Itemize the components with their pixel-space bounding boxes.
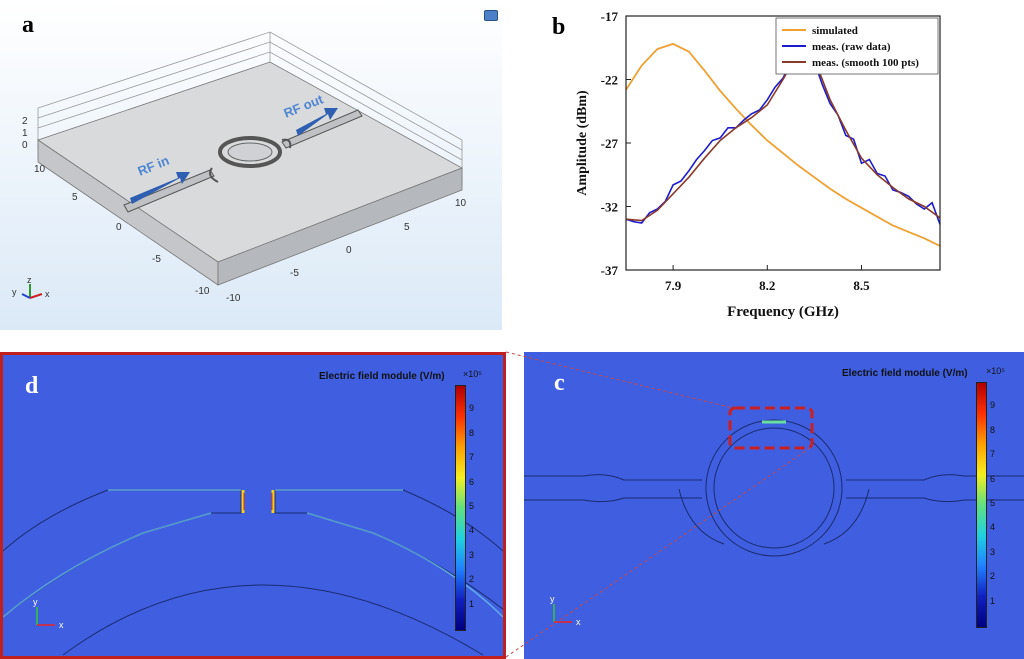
y-tick-label: -17 <box>601 9 619 24</box>
panel-c: c y x Electric field module (V/m) ×10⁵ 9… <box>524 352 1024 659</box>
3d-model-view: 2 1 0 10 5 0 -5 -10 10 5 0 -5 -10 RF in … <box>12 31 467 304</box>
legend-entry: simulated <box>812 25 858 37</box>
colorbar-tick-label: 5 <box>469 501 475 511</box>
colorbar <box>455 385 466 631</box>
colorbar-tick-label: 7 <box>990 449 996 460</box>
colorbar <box>976 382 987 628</box>
colorbar-tick-label: 5 <box>990 498 996 508</box>
svg-text:x: x <box>45 289 50 299</box>
colorbar-tick-label: 3 <box>469 549 475 560</box>
panel-d-label: d <box>25 373 39 399</box>
panel-d: d y x Electric field module (V/m) ×10⁵ 9… <box>0 352 506 659</box>
y-tick-label: -27 <box>601 136 619 151</box>
svg-text:0: 0 <box>22 140 28 151</box>
svg-text:-5: -5 <box>290 268 299 279</box>
svg-text:10: 10 <box>455 198 467 209</box>
colorbar-tick-label: 9 <box>469 403 475 414</box>
colorbar-tick-label: 2 <box>469 574 475 585</box>
colorbar-tick-label: 3 <box>990 546 996 557</box>
colorbar-tick-label: 1 <box>469 598 475 609</box>
svg-text:2: 2 <box>22 116 28 127</box>
colorbar-title: Electric field module (V/m) <box>842 368 968 379</box>
colorbar-tick-label: 6 <box>469 476 475 487</box>
field-map-full: y x <box>524 406 1024 627</box>
svg-text:5: 5 <box>72 192 78 203</box>
x-tick-label: 7.9 <box>665 278 682 293</box>
svg-text:1: 1 <box>22 128 28 139</box>
colorbar-title: Electric field module (V/m) <box>319 371 445 382</box>
camera-view-icon <box>484 10 498 21</box>
legend-entry: meas. (raw data) <box>812 41 891 53</box>
series-line-2 <box>625 48 941 222</box>
colorbar-ticks: 9 8 7 6 5 4 3 2 1 <box>990 382 1010 626</box>
panel-b-label: b <box>552 14 566 40</box>
svg-text:-5: -5 <box>152 254 161 265</box>
legend: simulated meas. (raw data) meas. (smooth 1… <box>775 17 939 75</box>
frequency-response-chart: -17 -22 -27 -32 -37 7.9 8.2 8.5 Frequency (GHz)… <box>575 9 941 320</box>
y-tick-label: -22 <box>601 73 618 88</box>
field-map-zoom: y x <box>3 489 503 656</box>
svg-text:-10: -10 <box>195 286 210 297</box>
colorbar-tick-label: 1 <box>990 595 996 606</box>
colorbar-tick-label: 8 <box>469 427 475 438</box>
svg-text:x: x <box>576 617 581 627</box>
colorbar-exponent: ×10⁵ <box>986 366 1005 376</box>
colorbar-tick-label: 8 <box>990 424 996 435</box>
y-tick-label: -32 <box>601 200 618 215</box>
y-axis-label: Amplitude (dBm) <box>575 90 590 196</box>
colorbar-tick-label: 6 <box>990 473 996 484</box>
x-tick-label: 8.2 <box>759 278 775 293</box>
svg-text:x: x <box>59 620 64 630</box>
panel-a-label: a <box>22 12 34 38</box>
svg-text:5: 5 <box>404 222 410 233</box>
svg-text:y: y <box>550 594 555 604</box>
series-line-0 <box>625 42 941 247</box>
svg-text:-10: -10 <box>226 293 241 304</box>
colorbar-ticks: 9 8 7 6 5 4 3 2 1 <box>469 385 489 629</box>
svg-text:z: z <box>27 275 32 285</box>
colorbar-tick-label: 2 <box>990 571 996 582</box>
colorbar-tick-label: 9 <box>990 400 996 411</box>
svg-text:10: 10 <box>34 164 46 175</box>
colorbar-tick-label: 4 <box>990 522 996 533</box>
svg-text:0: 0 <box>116 222 122 233</box>
colorbar-tick-label: 4 <box>469 525 475 536</box>
colorbar-tick-label: 7 <box>469 452 475 463</box>
y-tick-label: -37 <box>601 263 619 278</box>
colorbar-exponent: ×10⁵ <box>463 369 482 379</box>
panel-b: b -17 -22 -27 -32 -37 7.9 8.2 8.5 Frequency (GH… <box>510 0 1024 330</box>
svg-text:y: y <box>33 597 38 607</box>
legend-entry: meas. (smooth 100 pts) <box>812 57 919 69</box>
x-axis-label: Frequency (GHz) <box>727 304 839 320</box>
svg-text:y: y <box>12 287 17 297</box>
svg-text:0: 0 <box>346 245 352 256</box>
axis-triad <box>21 284 43 299</box>
panel-a: a 2 1 0 10 5 0 <box>0 0 502 330</box>
x-tick-label: 8.5 <box>853 278 870 293</box>
